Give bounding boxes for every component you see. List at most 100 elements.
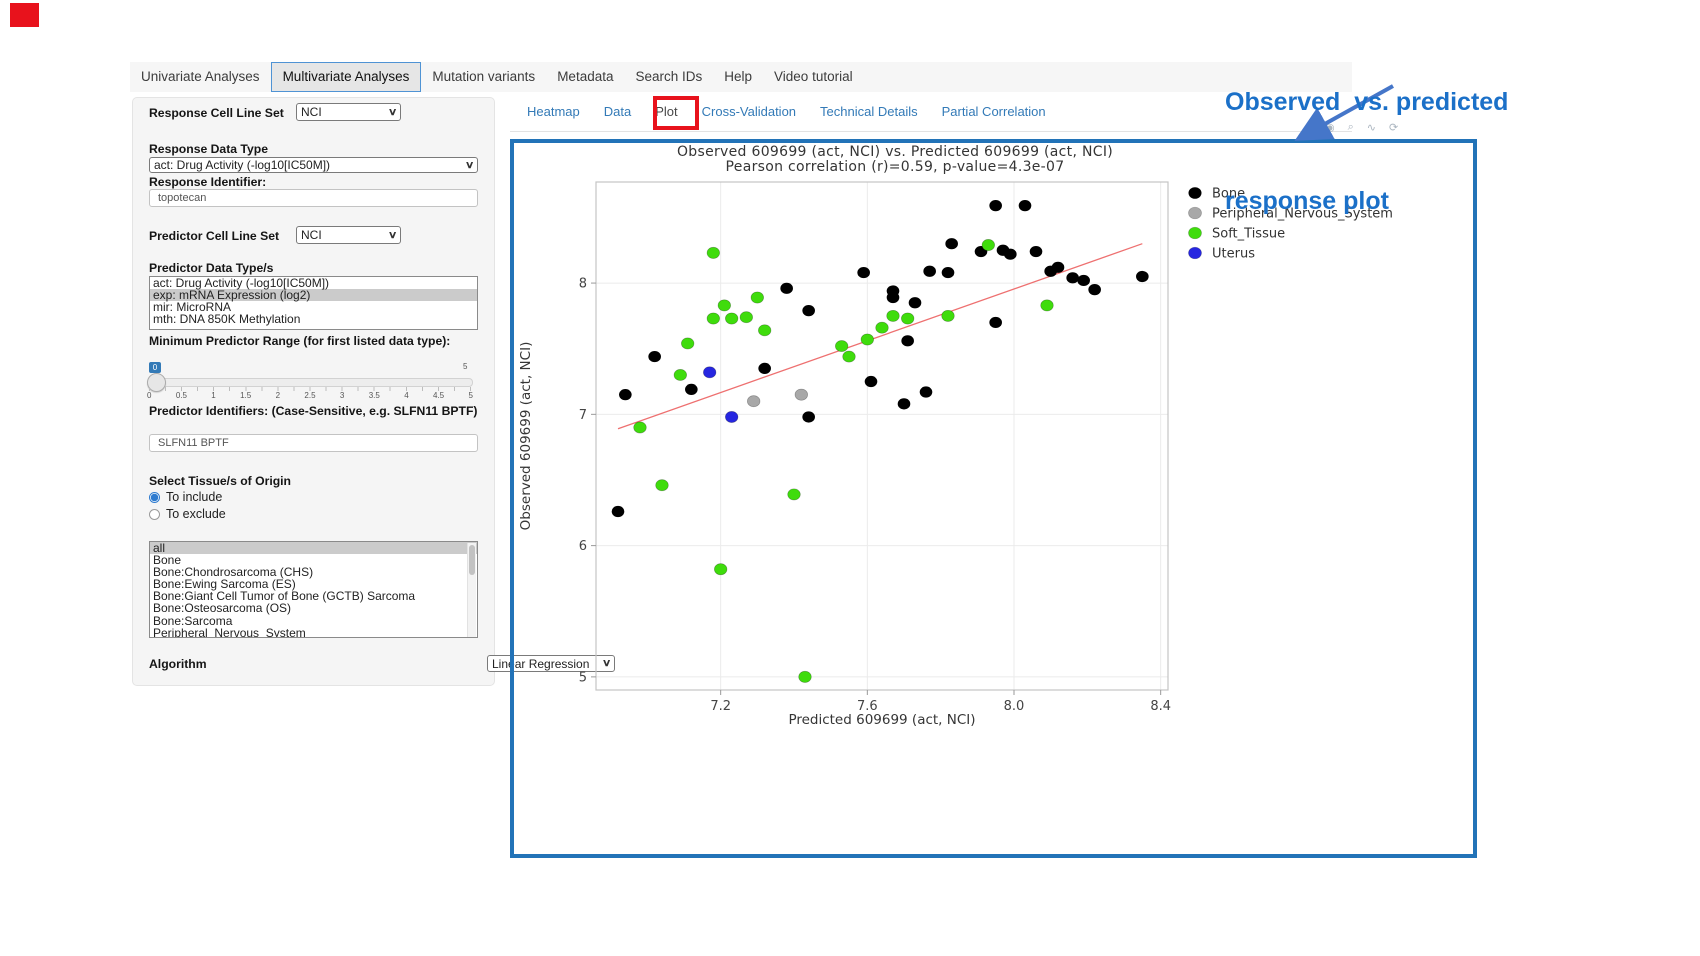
point-soft-tissue[interactable] [673,369,687,381]
point-soft-tissue[interactable] [886,309,900,322]
tissue-option-peripheral-nervous-system[interactable]: Peripheral_Nervous_System [153,625,306,638]
tissue-option-bone-ewing-sarcoma-es[interactable]: Bone:Ewing Sarcoma (ES) [153,577,296,592]
response-data-type-select[interactable]: act: Drug Activity (-log10[IC50M]) ∨ [149,157,478,173]
tissue-option-all[interactable]: all [150,542,477,554]
point-soft-tissue[interactable] [633,421,647,434]
point-soft-tissue[interactable] [706,246,720,259]
point-soft-tissue[interactable] [714,563,728,576]
subtab-data[interactable]: Data [603,104,632,119]
point-peripheral-nervous-system[interactable] [747,395,761,408]
point-bone[interactable] [1004,248,1017,260]
point-bone[interactable] [780,282,793,294]
point-bone[interactable] [648,350,661,363]
point-soft-tissue[interactable] [941,309,955,322]
point-peripheral-nervous-system[interactable] [794,388,808,401]
legend-marker-soft-tissue[interactable] [1188,226,1202,240]
point-bone[interactable] [901,335,914,347]
subtab-plot[interactable]: Plot [655,104,678,119]
predictor-cell-line-set-select[interactable]: NCI ∨ [296,226,401,244]
scatter-plot[interactable]: 5 6 7 8 7.2 7.6 8.0 8.4 Observed 609699 (act, NC… [500,130,1490,860]
legend-label-uterus[interactable]: Uterus [1212,247,1255,262]
nav-tab-mutation-variants[interactable]: Mutation variants [432,69,536,84]
nav-tab-video-tutorial[interactable]: Video tutorial [774,69,853,84]
tissue-listbox[interactable]: all Bone Bone:Chondrosarcoma (CHS) Bone:Ewi… [149,541,478,638]
point-bone[interactable] [857,266,870,279]
point-bone[interactable] [989,200,1002,212]
point-soft-tissue[interactable] [860,333,874,346]
tissue-include-radio[interactable]: To include [149,490,222,504]
point-bone[interactable] [989,316,1002,329]
point-bone[interactable] [897,398,911,410]
point-bone[interactable] [908,297,922,309]
nav-tab-multivariate-analyses[interactable]: Multivariate Analyses [270,62,422,92]
tissue-option-bone[interactable]: Bone [153,553,182,568]
tissue-list-scrollbar[interactable] [467,543,476,637]
point-soft-tissue[interactable] [717,299,731,312]
tissue-option-bone-osteosarcoma-os[interactable]: Bone:Osteosarcoma (OS) [153,601,292,616]
tissue-option-bone-sarcoma[interactable]: Bone:Sarcoma [153,613,233,628]
point-bone[interactable] [919,386,933,398]
algorithm-select[interactable]: Linear Regression ∨ [487,655,615,672]
predictor-data-type-act-drug-activity-log10-ic50m[interactable]: act: Drug Activity (-log10[IC50M]) [153,276,330,290]
predictor-data-types-listbox[interactable]: act: Drug Activity (-log10[IC50M]) exp: m… [149,276,478,330]
point-bone[interactable] [802,411,815,423]
point-soft-tissue[interactable] [798,670,812,683]
point-soft-tissue[interactable] [758,324,772,337]
point-bone[interactable] [611,505,625,518]
point-bone[interactable] [685,383,698,396]
point-soft-tissue[interactable] [981,239,995,251]
point-bone[interactable] [1136,270,1149,283]
point-soft-tissue[interactable] [835,340,849,353]
min-predictor-range-slider[interactable] [147,373,473,392]
point-soft-tissue[interactable] [725,312,739,325]
zoom-icon[interactable]: ⌕ [1347,121,1354,133]
point-bone[interactable] [619,389,632,401]
subtab-partial-correlation[interactable]: Partial Correlation [941,104,1046,119]
predictor-identifiers-input[interactable] [149,434,478,452]
pan-icon[interactable]: ∿ [1366,122,1376,134]
subtab-heatmap[interactable]: Heatmap [527,104,580,119]
point-bone[interactable] [886,291,900,304]
subtab-cross-validation[interactable]: Cross-Validation [701,104,797,119]
point-soft-tissue[interactable] [655,479,669,492]
point-soft-tissue[interactable] [901,312,915,325]
point-soft-tissue[interactable] [875,321,889,334]
response-identifier-input[interactable] [149,189,478,207]
point-bone[interactable] [1029,245,1043,258]
subtab-technical-details[interactable]: Technical Details [820,104,918,119]
point-bone[interactable] [1018,200,1032,212]
legend-label-peripheral-nervous-system[interactable]: Peripheral_Nervous_System [1212,207,1393,222]
point-soft-tissue[interactable] [750,291,764,304]
response-cell-line-set-select[interactable]: NCI ∨ [296,103,401,121]
predictor-data-type-exp-mrna-expression-log2[interactable]: exp: mRNA Expression (log2) [150,289,477,301]
tissue-option-bone-chondrosarcoma-chs[interactable]: Bone:Chondrosarcoma (CHS) [153,565,314,580]
point-soft-tissue[interactable] [739,311,753,324]
point-bone[interactable] [1088,284,1101,296]
nav-tab-search-ids[interactable]: Search IDs [635,69,703,84]
legend-marker-bone[interactable] [1188,187,1202,199]
point-uterus[interactable] [703,366,717,379]
point-bone[interactable] [758,362,771,374]
reset-icon[interactable]: ⟳ [1389,122,1399,134]
point-soft-tissue[interactable] [842,350,856,363]
nav-tab-help[interactable]: Help [724,69,753,84]
legend-marker-uterus[interactable] [1188,246,1202,260]
point-bone[interactable] [923,265,936,277]
legend-label-soft-tissue[interactable]: Soft_Tissue [1212,227,1285,242]
legend-marker-peripheral-nervous-system[interactable] [1188,206,1202,220]
legend-label-bone[interactable]: Bone [1212,187,1245,202]
point-bone[interactable] [941,266,955,279]
point-soft-tissue[interactable] [1040,299,1054,312]
point-uterus[interactable] [725,411,739,423]
predictor-data-type-mir-microrna[interactable]: mir: MicroRNA [153,300,231,315]
point-soft-tissue[interactable] [706,312,720,325]
point-bone[interactable] [1066,272,1079,284]
point-bone[interactable] [864,375,878,388]
nav-tab-univariate-analyses[interactable]: Univariate Analyses [141,69,260,84]
nav-tab-metadata[interactable]: Metadata [557,69,614,84]
point-bone[interactable] [802,305,815,317]
tissue-exclude-radio[interactable]: To exclude [149,507,226,521]
tissue-option-bone-giant-cell-tumor-of-bone-gctb-sarcoma[interactable]: Bone:Giant Cell Tumor of Bone (GCTB) Sar… [153,589,416,604]
point-bone[interactable] [1077,274,1090,287]
point-bone[interactable] [1051,261,1065,273]
